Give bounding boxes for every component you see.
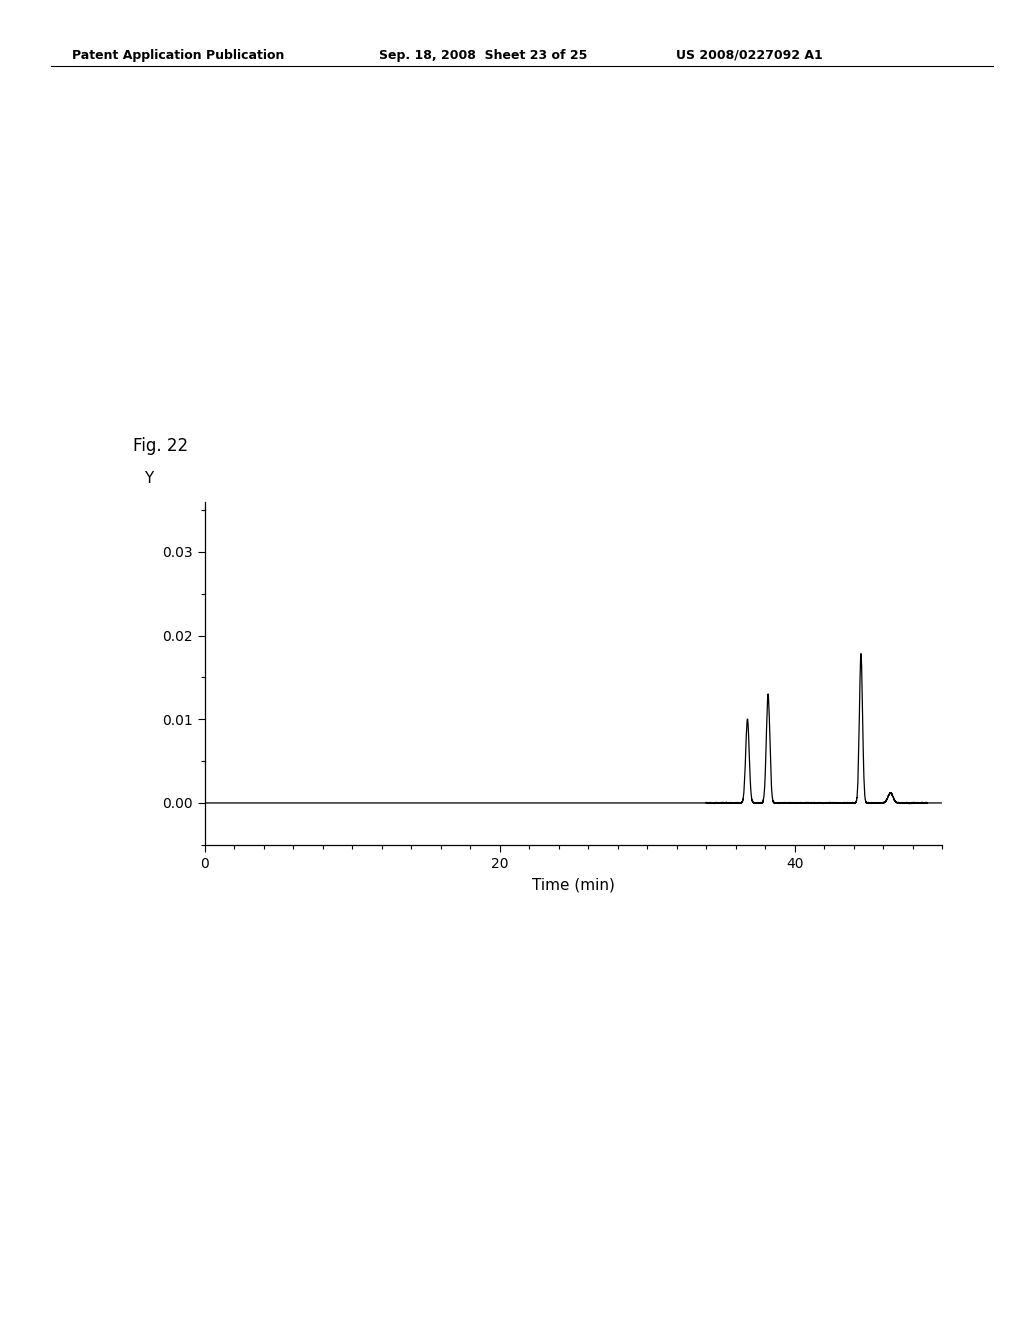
Text: Sep. 18, 2008  Sheet 23 of 25: Sep. 18, 2008 Sheet 23 of 25 [379,49,587,62]
X-axis label: Time (min): Time (min) [532,878,614,892]
Text: Fig. 22: Fig. 22 [133,437,188,455]
Text: Patent Application Publication: Patent Application Publication [72,49,284,62]
Text: US 2008/0227092 A1: US 2008/0227092 A1 [676,49,822,62]
Text: Y: Y [143,471,154,486]
